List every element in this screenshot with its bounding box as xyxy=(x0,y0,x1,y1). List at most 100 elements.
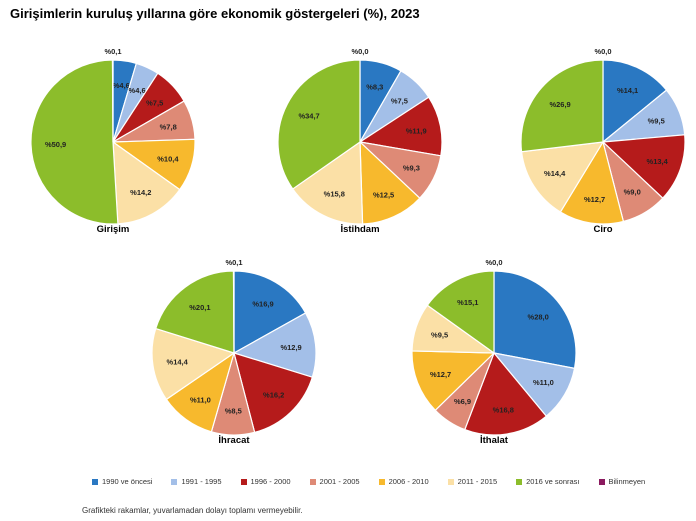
data-label-1996-2000: %13,4 xyxy=(647,157,669,166)
slice-2011-2015 xyxy=(291,140,364,225)
data-label-2001-2005: %9,0 xyxy=(624,187,641,196)
slice-2016-sonrasi xyxy=(154,270,235,354)
slice-1996-2000 xyxy=(601,134,686,199)
slice-2016-sonrasi xyxy=(277,59,361,190)
legend-label: 2016 ve sonrası xyxy=(526,477,580,486)
legend-label: 1991 - 1995 xyxy=(181,477,222,486)
data-label-bilinmeyen: %0,1 xyxy=(225,258,242,267)
pie-2: %8,3 %7,5 %11,9 %9,3 %12,5 %15,8 %34,7 %0,0 İsti… xyxy=(277,47,443,235)
slice-1991-1995 xyxy=(232,312,317,378)
pie-title: Girişim xyxy=(97,224,130,235)
legend-swatch xyxy=(240,478,247,485)
data-label-1991-1995: %11,0 xyxy=(533,378,554,387)
data-label-1991-1995: %4,6 xyxy=(129,86,146,95)
slice-bilinmeyen xyxy=(111,59,114,143)
legend-swatch xyxy=(378,478,385,485)
data-label-1990-oncesi: %8,3 xyxy=(366,83,383,92)
legend: 1990 ve öncesi 1991 - 1995 1996 - 2000 2001… xyxy=(92,477,664,486)
data-label-2011-2015: %14,4 xyxy=(167,358,189,367)
slice-2006-2010 xyxy=(559,140,625,225)
pie-1: %4,6%4,6%7,5%7,8%10,4%14,2%50,9%0,1Giriş… xyxy=(30,47,196,235)
data-label-2016-sonrasi: %34,7 xyxy=(298,112,319,121)
data-label-2001-2005: %6,9 xyxy=(454,397,471,406)
slice-2011-2015 xyxy=(151,327,236,401)
pie-title: İstihdam xyxy=(340,224,379,235)
legend-item-1996-2000: 1996 - 2000 xyxy=(240,477,291,486)
data-label-1996-2000: %16,2 xyxy=(263,391,284,400)
pie-title: İthalat xyxy=(480,435,509,446)
slice-1990-oncesi xyxy=(493,270,577,370)
data-label-2016-sonrasi: %20,1 xyxy=(189,303,210,312)
legend-item-2016-sonrasi: 2016 ve sonrası xyxy=(516,477,580,486)
data-label-1991-1995: %7,5 xyxy=(391,96,408,105)
legend-item-1991-1995: 1991 - 1995 xyxy=(171,477,222,486)
data-label-2006-2010: %11,0 xyxy=(190,396,211,405)
legend-label: Bilinmeyen xyxy=(608,477,646,486)
data-label-2006-2010: %10,4 xyxy=(157,155,179,164)
slice-2016-sonrasi xyxy=(426,270,495,355)
data-label-2006-2010: %12,7 xyxy=(584,195,605,204)
legend-swatch xyxy=(309,478,316,485)
slice-2016-sonrasi xyxy=(520,59,604,153)
legend-swatch xyxy=(92,478,98,485)
slice-2006-2010 xyxy=(359,140,421,225)
data-label-2016-sonrasi: %50,9 xyxy=(45,140,66,149)
pie-charts: %4,6%4,6%7,5%7,8%10,4%14,2%50,9%0,1Giriş… xyxy=(30,47,686,446)
slice-2011-2015 xyxy=(520,141,605,213)
slice-1990-oncesi xyxy=(233,270,307,355)
pie-title: Ciro xyxy=(594,224,613,235)
data-label-2001-2005: %8,5 xyxy=(225,406,242,415)
data-label-bilinmeyen: %0,1 xyxy=(104,47,121,56)
slice-2006-2010 xyxy=(411,350,496,412)
data-label-2006-2010: %12,7 xyxy=(430,370,451,379)
data-label-2011-2015: %9,5 xyxy=(431,331,448,340)
legend-swatch xyxy=(447,478,454,485)
data-label-1990-oncesi: %28,0 xyxy=(528,312,549,321)
data-label-2016-sonrasi: %26,9 xyxy=(549,100,570,109)
legend-item-1990-oncesi: 1990 ve öncesi xyxy=(92,477,152,486)
data-label-1996-2000: %11,9 xyxy=(406,126,427,135)
slice-2011-2015 xyxy=(112,140,181,225)
pie-3: %14,1 %9,5 %13,4 %9,0 %12,7 %14,4 %26,9 %0,0 Cir… xyxy=(520,47,686,235)
slice-1990-oncesi xyxy=(602,59,668,144)
data-label-2001-2005: %7,8 xyxy=(160,122,177,131)
data-label-1991-1995: %12,9 xyxy=(280,343,301,352)
slice-2016-sonrasi xyxy=(30,59,119,225)
data-label-2011-2015: %15,8 xyxy=(324,189,345,198)
data-label-1990-oncesi: %14,1 xyxy=(617,86,638,95)
data-label-bilinmeyen: %0,0 xyxy=(351,47,368,56)
data-label-1990-oncesi: %16,9 xyxy=(252,300,273,309)
legend-label: 2006 - 2010 xyxy=(388,477,429,486)
data-label-2006-2010: %12,5 xyxy=(373,190,394,199)
data-label-1990-oncesi: %4,6 xyxy=(113,81,130,90)
data-label-1991-1995: %9,5 xyxy=(648,116,665,125)
legend-label: 1990 ve öncesi xyxy=(102,477,153,486)
data-label-bilinmeyen: %0,0 xyxy=(485,258,502,267)
data-label-2011-2015: %14,2 xyxy=(130,188,151,197)
legend-item-2001-2005: 2001 - 2005 xyxy=(309,477,360,486)
legend-item-2011-2015: 2011 - 2015 xyxy=(447,477,498,486)
data-label-1996-2000: %16,8 xyxy=(493,406,514,415)
data-label-1996-2000: %7,5 xyxy=(146,99,163,108)
slice-1996-2000 xyxy=(463,351,548,436)
data-label-2001-2005: %9,3 xyxy=(403,164,420,173)
footnote: Grafikteki rakamlar, yuvarlamadan dolayı… xyxy=(82,506,303,515)
data-label-2011-2015: %14,4 xyxy=(544,169,566,178)
pie-5: %28,0 %11,0 %16,8 %6,9 %12,7 %9,5 %15,1 %0,0 İth… xyxy=(411,258,577,446)
data-label-2016-sonrasi: %15,1 xyxy=(457,298,478,307)
legend-item-2006-2010: 2006 - 2010 xyxy=(378,477,429,486)
chart-title: Girişimlerin kuruluş yıllarına göre ekon… xyxy=(10,6,420,21)
slice-bilinmeyen xyxy=(232,270,235,354)
data-label-bilinmeyen: %0,0 xyxy=(594,47,611,56)
legend-swatch xyxy=(171,478,178,485)
legend-label: 1996 - 2000 xyxy=(250,477,291,486)
legend-swatch xyxy=(516,478,523,485)
legend-swatch xyxy=(598,478,605,485)
slice-1996-2000 xyxy=(233,352,314,434)
legend-label: 2011 - 2015 xyxy=(457,477,498,486)
pie-title: İhracat xyxy=(218,435,250,446)
slice-1996-2000 xyxy=(358,96,443,157)
legend-label: 2001 - 2005 xyxy=(319,477,360,486)
pie-4: %16,9 %12,9 %16,2 %8,5 %11,0 %14,4 %20,1 %0,1 İh… xyxy=(151,258,317,446)
legend-item-bilinmeyen: Bilinmeyen xyxy=(598,477,646,486)
